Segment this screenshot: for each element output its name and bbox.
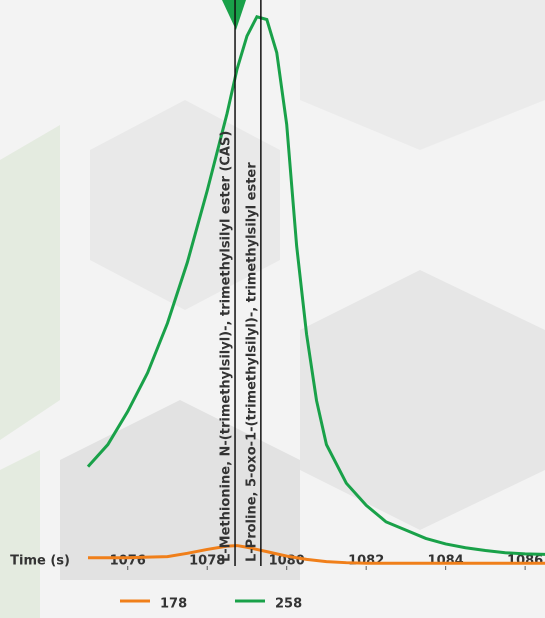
legend-label: 258 bbox=[275, 597, 302, 612]
x-tick-label: 1078 bbox=[189, 554, 225, 569]
marker-label: L-Proline, 5-oxo-1-(trimethylsilyl)-, tr… bbox=[244, 162, 259, 562]
x-tick-label: 1076 bbox=[110, 554, 146, 569]
series-line bbox=[86, 14, 545, 556]
bg-hex bbox=[90, 100, 280, 310]
bg-hex bbox=[300, 270, 545, 530]
bg-hex bbox=[60, 400, 300, 580]
x-tick-label: 1086 bbox=[507, 554, 543, 569]
bg-hex bbox=[0, 450, 40, 618]
bg-hex bbox=[0, 125, 60, 440]
marker-label: L-Methionine, N-(trimethylsilyl)-, trime… bbox=[219, 131, 234, 562]
bg-hex bbox=[300, 0, 545, 150]
legend-label: 178 bbox=[160, 597, 187, 612]
x-axis-title: Time (s) bbox=[10, 554, 70, 569]
x-tick-label: 1082 bbox=[348, 554, 384, 569]
x-tick-label: 1084 bbox=[428, 554, 464, 569]
marker-arrow bbox=[222, 0, 246, 30]
series-line bbox=[88, 544, 545, 565]
